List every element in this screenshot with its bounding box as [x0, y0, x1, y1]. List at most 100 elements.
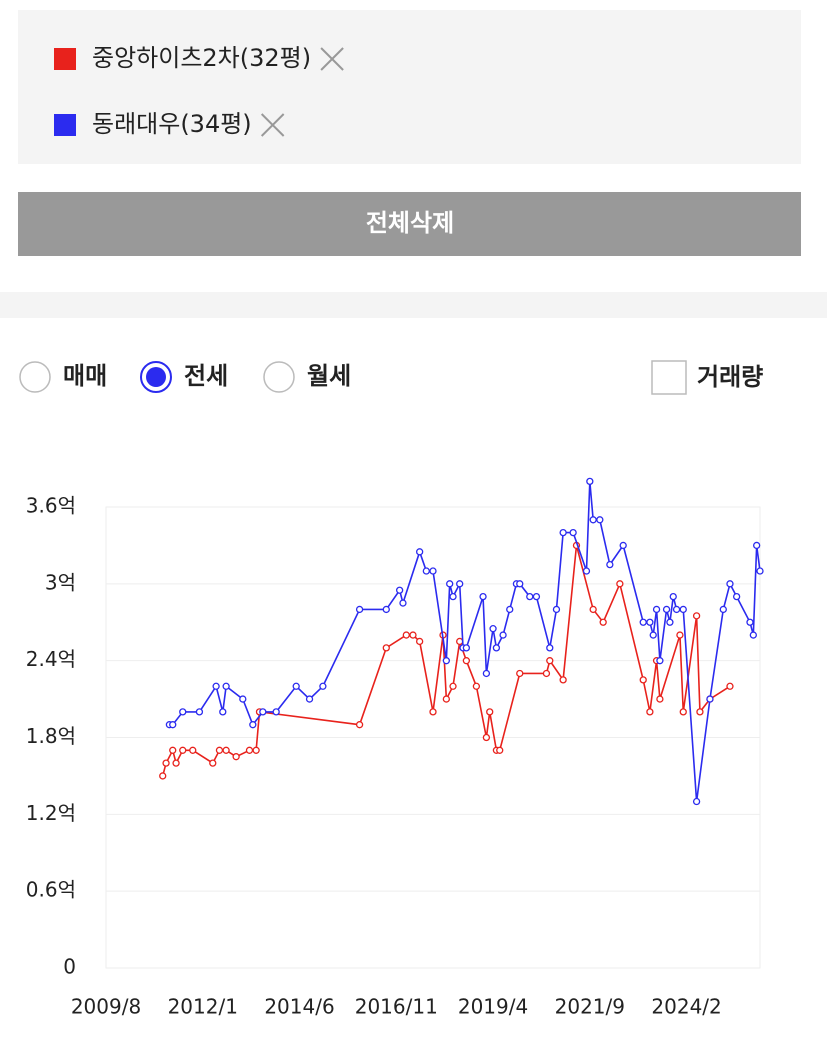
data-point — [462, 644, 471, 652]
legend-name: 동래대우(34평) — [92, 110, 252, 138]
data-point — [382, 605, 390, 614]
radio[interactable] — [263, 361, 295, 393]
data-point — [395, 586, 404, 594]
x-tick-label: 2024/2 — [651, 995, 721, 1019]
data-point — [209, 759, 217, 767]
data-point — [619, 541, 627, 550]
y-tick-label: 0 — [63, 955, 76, 979]
data-point — [159, 772, 167, 780]
data-point — [652, 605, 661, 614]
data-point — [382, 644, 390, 652]
x-tick-label: 2021/9 — [555, 995, 625, 1019]
data-point — [272, 708, 280, 716]
data-point — [305, 695, 314, 703]
remove-icon[interactable] — [320, 47, 344, 71]
data-point — [195, 708, 204, 716]
checkbox-label[interactable]: 거래량 — [697, 363, 763, 391]
data-point — [586, 477, 594, 486]
radio[interactable] — [19, 361, 51, 393]
data-point — [249, 721, 257, 729]
data-point — [355, 721, 364, 729]
data-point — [569, 528, 577, 537]
data-point — [649, 631, 657, 639]
remove-icon[interactable] — [260, 113, 285, 137]
data-point — [215, 746, 224, 754]
data-point — [753, 541, 761, 550]
x-tick-label: 2009/8 — [71, 995, 141, 1019]
data-point — [462, 657, 471, 665]
data-point — [402, 631, 410, 639]
delete-all-button[interactable] — [18, 192, 801, 256]
data-point — [719, 605, 727, 614]
x-tick-label: 2019/4 — [458, 995, 528, 1019]
data-point — [319, 682, 327, 690]
legend-swatch — [54, 114, 76, 136]
data-point — [672, 605, 681, 614]
data-point — [542, 669, 551, 678]
data-point — [589, 516, 597, 524]
data-point — [179, 746, 187, 754]
data-point — [726, 580, 734, 588]
data-point — [446, 580, 454, 588]
data-point — [546, 657, 554, 665]
delete-all-label[interactable]: 전체삭제 — [366, 209, 454, 237]
series-line — [169, 481, 761, 802]
radio-label[interactable]: 매매 — [63, 362, 107, 390]
data-point — [559, 528, 567, 537]
data-point — [546, 644, 554, 652]
data-point — [259, 708, 267, 716]
data-point — [526, 592, 534, 601]
data-point — [666, 618, 674, 626]
data-point — [679, 708, 687, 716]
separator — [0, 292, 827, 318]
data-point — [416, 548, 424, 556]
data-point — [212, 682, 220, 690]
data-point — [616, 580, 624, 588]
data-point — [606, 560, 614, 569]
radio-label[interactable]: 월세 — [307, 362, 351, 390]
data-point — [726, 682, 734, 690]
data-point — [669, 592, 677, 601]
data-point — [422, 567, 430, 575]
data-point — [409, 631, 417, 639]
data-point — [599, 618, 607, 626]
data-point — [219, 708, 227, 716]
data-point — [245, 746, 254, 754]
data-point — [222, 682, 230, 690]
y-tick-label: 3억 — [45, 570, 76, 594]
y-tick-label: 2.4억 — [26, 647, 76, 671]
data-point — [656, 657, 664, 665]
x-tick-label: 2016/11 — [355, 995, 438, 1019]
data-point — [676, 631, 684, 639]
data-point — [589, 605, 597, 614]
legend-swatch — [54, 48, 76, 70]
checkbox[interactable] — [651, 360, 687, 395]
data-point — [456, 580, 464, 588]
data-point — [646, 618, 654, 626]
filter-panel — [18, 10, 801, 164]
data-point — [692, 612, 701, 620]
data-point — [506, 605, 514, 614]
data-point — [756, 567, 764, 575]
data-point — [692, 797, 701, 806]
data-point — [429, 708, 437, 716]
data-point — [355, 605, 364, 614]
data-point — [679, 605, 687, 614]
data-point — [449, 592, 457, 601]
data-point — [169, 746, 177, 754]
data-point — [639, 676, 647, 684]
data-point — [662, 605, 671, 614]
data-point — [639, 618, 647, 626]
data-point — [706, 695, 714, 703]
data-point — [559, 676, 567, 684]
data-point — [239, 695, 247, 703]
radio-label[interactable]: 전세 — [184, 362, 228, 390]
data-point — [696, 708, 704, 716]
legend-name: 중앙하이츠2차(32평) — [92, 44, 311, 72]
data-point — [232, 753, 240, 761]
data-point — [292, 682, 300, 690]
data-point — [482, 669, 491, 678]
data-point — [189, 746, 197, 754]
data-point — [646, 708, 654, 716]
